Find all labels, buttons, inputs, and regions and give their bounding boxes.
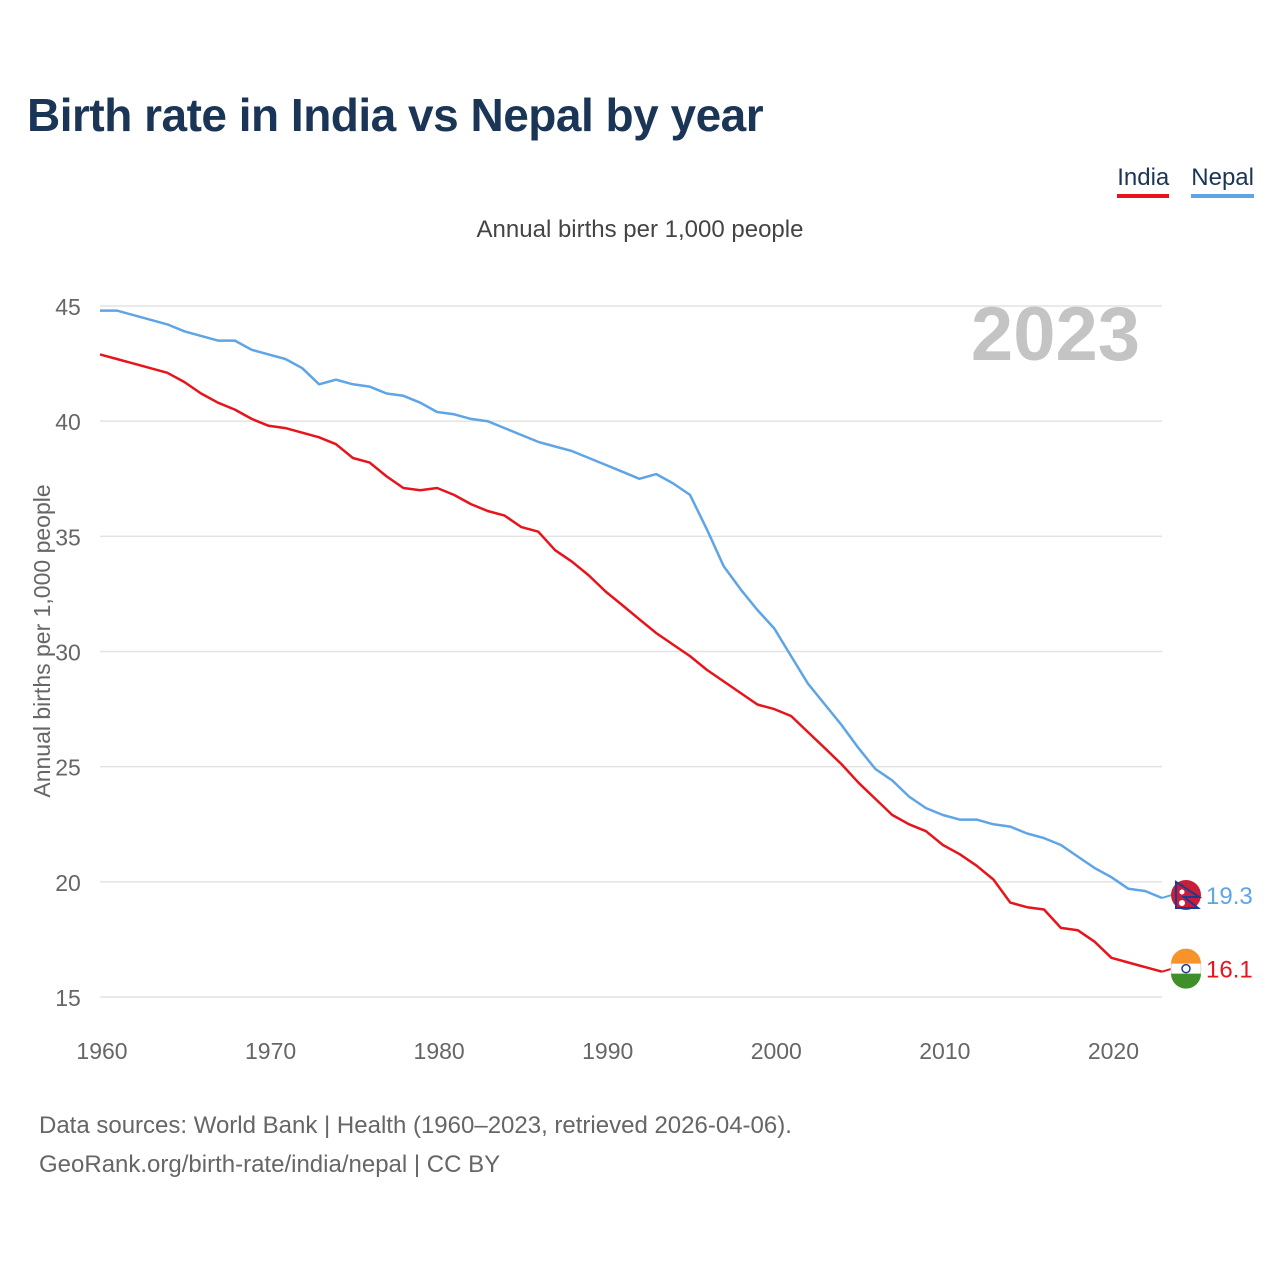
x-tick-label: 1990 [582, 1038, 633, 1064]
end-connector [1161, 893, 1173, 899]
nepal-flag-icon [1171, 879, 1201, 910]
chart-subtitle: Annual births per 1,000 people [476, 216, 804, 243]
y-tick-label: 20 [55, 870, 81, 896]
nepal-flag-sun [1179, 899, 1185, 906]
series-line-nepal [100, 309, 1163, 900]
india-flag-saffron [1171, 948, 1201, 964]
end-label-nepal: 19.3 [1206, 883, 1253, 910]
x-tick-label: 2010 [919, 1038, 970, 1064]
y-tick-label: 40 [55, 409, 81, 435]
nepal-flag-border [1175, 880, 1203, 909]
legend-item-india[interactable]: India [1117, 164, 1170, 198]
x-tick-label: 1980 [414, 1038, 465, 1064]
source-line-2: GeoRank.org/birth-rate/india/nepal | CC … [39, 1151, 501, 1178]
y-tick-label: 15 [55, 985, 81, 1011]
india-flag-chakra [1181, 963, 1191, 974]
y-axis-label: Annual births per 1,000 people [29, 484, 55, 797]
series-line-india [99, 353, 1163, 973]
legend: India Nepal [1117, 164, 1254, 198]
y-tick-label: 30 [55, 640, 81, 666]
end-label-india: 16.1 [1206, 957, 1253, 984]
y-tick-label: 25 [55, 755, 81, 781]
source-note: Data sources: World Bank | Health (1960–… [39, 1106, 792, 1184]
y-tick-label: 35 [55, 524, 81, 550]
x-tick-label: 2020 [1088, 1038, 1139, 1064]
y-tick-label: 45 [55, 294, 81, 320]
year-watermark: 2023 [971, 292, 1140, 377]
legend-item-nepal[interactable]: Nepal [1191, 164, 1254, 198]
x-tick-label: 1970 [245, 1038, 296, 1064]
nepal-flag-moon [1179, 889, 1185, 895]
end-connector [1161, 967, 1173, 973]
chart-title: Birth rate in India vs Nepal by year [27, 89, 764, 141]
x-tick-label: 2000 [751, 1038, 802, 1064]
india-flag-green [1171, 973, 1201, 989]
source-line-1: Data sources: World Bank | Health (1960–… [39, 1112, 792, 1139]
x-tick-label: 1960 [76, 1038, 127, 1064]
